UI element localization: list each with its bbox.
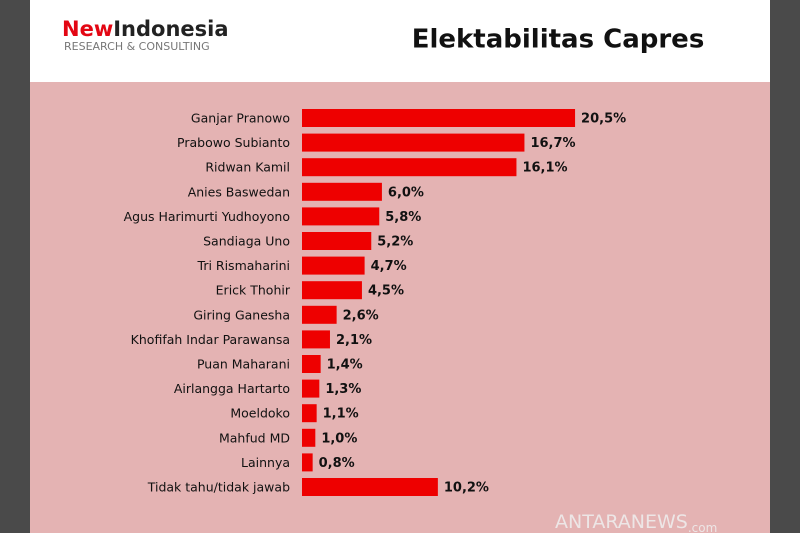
bar bbox=[302, 232, 372, 250]
bar bbox=[302, 453, 313, 472]
bar bbox=[302, 256, 365, 275]
category-label: Agus Harimurti Yudhoyono bbox=[124, 209, 290, 224]
value-label: 2,1% bbox=[336, 333, 372, 348]
category-label: Ganjar Pranowo bbox=[191, 111, 290, 126]
bar bbox=[302, 428, 316, 447]
value-label: 4,7% bbox=[371, 259, 407, 274]
chart-title: Elektabilitas Capres bbox=[412, 25, 705, 55]
bar bbox=[302, 478, 438, 496]
value-label: 1,0% bbox=[321, 431, 357, 446]
bar bbox=[302, 379, 320, 398]
value-label: 1,3% bbox=[325, 382, 361, 397]
category-label: Anies Baswedan bbox=[188, 184, 290, 199]
bar bbox=[302, 182, 382, 201]
category-label: Airlangga Hartarto bbox=[174, 381, 290, 396]
category-label: Puan Maharani bbox=[197, 357, 290, 372]
plot-background bbox=[30, 82, 770, 533]
category-label: Ridwan Kamil bbox=[205, 160, 290, 175]
value-label: 5,2% bbox=[377, 235, 413, 250]
bar bbox=[302, 207, 380, 226]
logo-tagline: RESEARCH & CONSULTING bbox=[64, 40, 210, 53]
category-label: Moeldoko bbox=[230, 406, 290, 421]
category-label: Erick Thohir bbox=[216, 283, 291, 298]
value-label: 16,7% bbox=[530, 136, 575, 151]
category-label: Tidak tahu/tidak jawab bbox=[147, 480, 290, 495]
category-label: Prabowo Subianto bbox=[177, 135, 290, 150]
value-label: 16,1% bbox=[522, 161, 567, 176]
category-label: Tri Rismaharini bbox=[197, 258, 290, 273]
value-label: 1,1% bbox=[323, 407, 359, 422]
bar bbox=[302, 158, 517, 177]
bar bbox=[302, 281, 362, 300]
bar bbox=[302, 305, 337, 324]
value-label: 20,5% bbox=[581, 112, 626, 127]
category-label: Mahfud MD bbox=[219, 430, 290, 445]
value-label: 0,8% bbox=[319, 456, 355, 471]
category-label: Khofifah Indar Parawansa bbox=[131, 332, 290, 347]
value-label: 1,4% bbox=[327, 358, 363, 373]
value-label: 5,8% bbox=[385, 210, 421, 225]
watermark: ANTARANEWS.com bbox=[555, 511, 717, 533]
bar bbox=[302, 133, 525, 152]
bar bbox=[302, 355, 321, 373]
value-label: 6,0% bbox=[388, 185, 424, 200]
category-label: Giring Ganesha bbox=[193, 307, 290, 322]
bar bbox=[302, 109, 576, 127]
value-label: 2,6% bbox=[343, 308, 379, 323]
value-label: 4,5% bbox=[368, 284, 404, 299]
bar bbox=[302, 404, 317, 423]
bar bbox=[302, 330, 330, 349]
category-label: Sandiaga Uno bbox=[203, 234, 290, 249]
logo-brand: NewIndonesia bbox=[62, 17, 229, 41]
value-label: 10,2% bbox=[444, 481, 489, 496]
header bbox=[30, 0, 770, 82]
category-label: Lainnya bbox=[241, 455, 290, 470]
